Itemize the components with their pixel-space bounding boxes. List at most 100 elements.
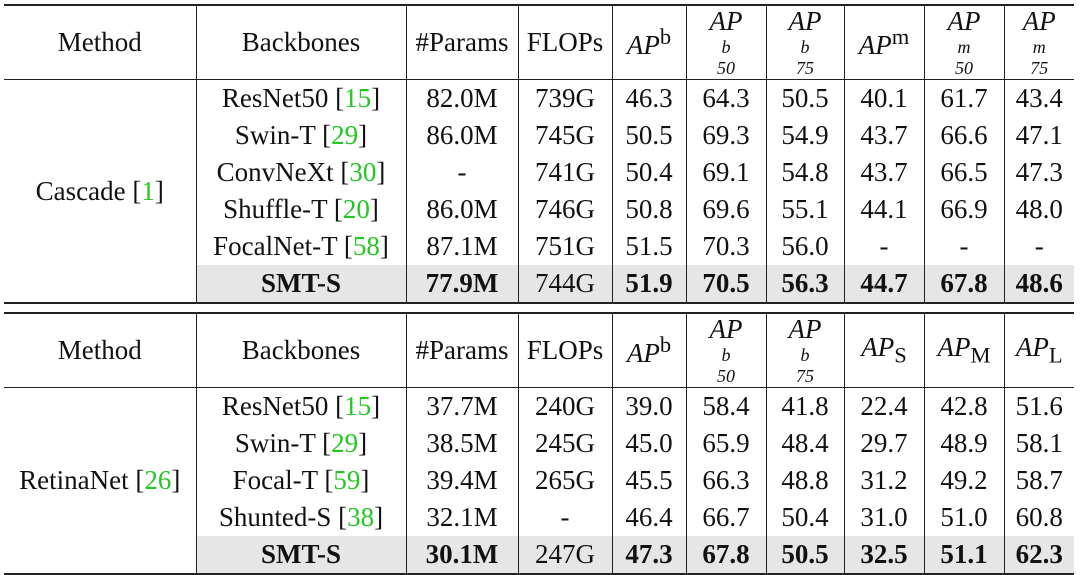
metric-value: 51.0 xyxy=(940,502,988,532)
metric-cell: 66.7 xyxy=(686,499,767,536)
metric-cell: 51.0 xyxy=(924,499,1005,536)
metric-cell: 66.5 xyxy=(924,154,1005,191)
backbone-cell: Swin-T [29] xyxy=(196,425,407,462)
table-row: Shuffle-T [20] 86.0M 746G 50.8 69.6 55.1 44.1 6… xyxy=(4,191,1074,228)
metric-base: AP xyxy=(947,6,981,36)
metric-cell: 61.7 xyxy=(924,79,1005,117)
params-cell: 82.0M xyxy=(406,79,519,117)
backbone-name: ResNet50 xyxy=(221,83,336,113)
metric-cell: 46.3 xyxy=(612,79,687,117)
metric-cell: 67.8 xyxy=(686,536,767,575)
metric-value: - xyxy=(959,231,969,261)
metric-value: 56.0 xyxy=(781,231,829,261)
metric-cell: 32.5 xyxy=(844,536,925,575)
flops-cell: 744G xyxy=(518,265,613,304)
backbone-ref-number: 59 xyxy=(333,465,361,495)
backbone-name: ConvNeXt xyxy=(216,157,341,187)
metric-sup: b xyxy=(721,345,731,365)
backbone-ref-number: 58 xyxy=(352,231,380,261)
method-name: Cascade xyxy=(35,175,133,206)
method-ref: [ xyxy=(132,175,142,206)
backbone-ref: ] xyxy=(379,231,389,261)
backbone-cell: Focal-T [59] xyxy=(196,462,407,499)
backbone-name: SMT-S xyxy=(260,268,342,298)
metric-value: 31.0 xyxy=(860,502,908,532)
backbone-ref: [ xyxy=(333,194,343,224)
backbone-ref: ] xyxy=(376,157,386,187)
params-value: 82.0M xyxy=(426,83,498,113)
params-header: #Params xyxy=(406,4,519,80)
params-cell: 77.9M xyxy=(406,265,519,304)
backbone-ref-number: 30 xyxy=(349,157,377,187)
backbone-name: Focal-T xyxy=(232,465,325,495)
backbone-ref-number: 15 xyxy=(344,83,372,113)
params-value: 86.0M xyxy=(426,120,498,150)
backbones-header: Backbones xyxy=(196,4,407,80)
backbone-cell: Shuffle-T [20] xyxy=(196,191,407,228)
params-cell: 38.5M xyxy=(406,425,519,462)
metric-cell: 60.8 xyxy=(1004,499,1074,536)
params-header-text: #Params xyxy=(415,27,509,57)
backbone-cell: ResNet50 [15] xyxy=(196,387,407,425)
params-value: 77.9M xyxy=(425,268,499,298)
params-cell: 32.1M xyxy=(406,499,519,536)
metric-base: AP xyxy=(858,30,892,60)
metric-cell: 69.6 xyxy=(686,191,767,228)
metric-cell: 40.1 xyxy=(844,79,925,117)
metric-value: 44.7 xyxy=(860,268,908,298)
flops-cell: 247G xyxy=(518,536,613,575)
metric-base: AP xyxy=(626,338,660,368)
metric-cell: 44.7 xyxy=(844,265,925,304)
metric-cell: 31.2 xyxy=(844,462,925,499)
backbone-name: Swin-T xyxy=(234,120,323,150)
metric-cell: 48.9 xyxy=(924,425,1005,462)
metric-cell: 51.9 xyxy=(612,265,687,304)
metric-value: 66.3 xyxy=(702,465,750,495)
metric-cell: 48.0 xyxy=(1004,191,1074,228)
metric-value: 43.4 xyxy=(1015,83,1063,113)
metric-scripts: m 50 xyxy=(925,37,1004,79)
metric-cell: 39.0 xyxy=(612,387,687,425)
backbone-name: Shunted-S xyxy=(218,502,339,532)
metric-cell: 42.8 xyxy=(924,387,1005,425)
metric-cell: 29.7 xyxy=(844,425,925,462)
params-cell: 86.0M xyxy=(406,191,519,228)
backbone-cell: ConvNeXt [30] xyxy=(196,154,407,191)
params-value: 87.1M xyxy=(426,231,498,261)
metric-cell: 66.3 xyxy=(686,462,767,499)
params-cell: 86.0M xyxy=(406,117,519,154)
ours-row: SMT-S 77.9M 744G 51.9 70.5 56.3 44.7 67.8 48.6 xyxy=(4,265,1074,304)
metric-value: 64.3 xyxy=(702,83,750,113)
metric-value: 22.4 xyxy=(860,391,908,421)
metric-value: 51.6 xyxy=(1015,391,1063,421)
method-ref-number: 26 xyxy=(144,465,172,495)
method-header: Method xyxy=(4,4,197,80)
metric-value: 50.4 xyxy=(781,502,829,532)
header-row: Method Backbones #Params FLOPs APb AP b 50 AP b 75… xyxy=(4,4,1074,80)
method-header-text: Method xyxy=(57,335,142,365)
backbone-ref: [ xyxy=(335,391,345,421)
metric-base: AP xyxy=(709,314,743,344)
metric-value: 67.8 xyxy=(702,539,750,569)
metric-cell: 45.0 xyxy=(612,425,687,462)
metric-value: - xyxy=(1034,231,1044,261)
metric-sup: b xyxy=(659,332,672,357)
metric-value: 48.8 xyxy=(781,465,829,495)
metric-value: 51.9 xyxy=(625,268,673,298)
metric-value: 46.3 xyxy=(625,83,673,113)
metric-cell: 41.8 xyxy=(766,387,845,425)
metric-scripts: b 50 xyxy=(687,37,766,79)
metric-cell: 43.7 xyxy=(844,117,925,154)
metric-cell: 48.6 xyxy=(1004,265,1074,304)
params-cell: 87.1M xyxy=(406,228,519,265)
metric-value: 66.9 xyxy=(940,194,988,224)
params-header-text: #Params xyxy=(415,335,509,365)
table-row: Focal-T [59] 39.4M 265G 45.5 66.3 48.8 31.2 49.… xyxy=(4,462,1074,499)
metric-header: APM xyxy=(924,312,1005,388)
metric-value: 39.0 xyxy=(625,391,673,421)
table-row: Cascade [1] ResNet50 [15] 82.0M 739G 46.3 64.… xyxy=(4,79,1074,304)
metric-cell: 22.4 xyxy=(844,387,925,425)
params-value: - xyxy=(457,157,467,187)
metric-value: 43.7 xyxy=(860,120,908,150)
metric-value: 70.5 xyxy=(702,268,750,298)
